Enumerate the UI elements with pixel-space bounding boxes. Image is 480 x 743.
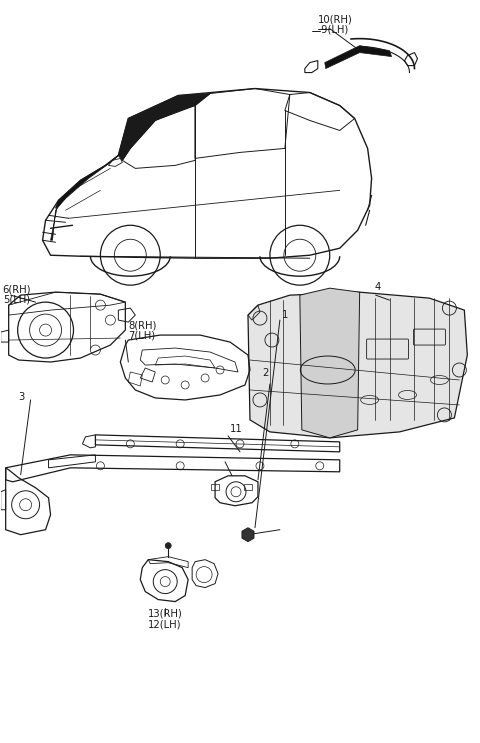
- Polygon shape: [56, 155, 119, 208]
- Polygon shape: [300, 288, 360, 438]
- Text: 3: 3: [19, 392, 25, 402]
- Bar: [211, 484, 219, 490]
- Polygon shape: [242, 528, 254, 542]
- Text: 2: 2: [262, 368, 268, 378]
- Text: 4: 4: [374, 282, 381, 292]
- Text: 7(LH): 7(LH): [128, 330, 156, 340]
- Text: 11: 11: [230, 424, 243, 434]
- Polygon shape: [50, 198, 65, 240]
- Text: 12(LH): 12(LH): [148, 620, 182, 629]
- Circle shape: [165, 542, 171, 548]
- Text: 8(RH): 8(RH): [128, 320, 156, 330]
- Text: 6(RH): 6(RH): [3, 284, 31, 294]
- Text: 10(RH): 10(RH): [318, 15, 352, 25]
- Bar: [244, 484, 252, 490]
- Text: 5(LH): 5(LH): [3, 294, 30, 304]
- Polygon shape: [248, 292, 468, 438]
- Polygon shape: [119, 94, 210, 160]
- Polygon shape: [325, 45, 392, 68]
- Text: 1: 1: [282, 310, 288, 320]
- Text: 9(LH): 9(LH): [318, 25, 348, 35]
- Text: 13(RH): 13(RH): [148, 609, 183, 618]
